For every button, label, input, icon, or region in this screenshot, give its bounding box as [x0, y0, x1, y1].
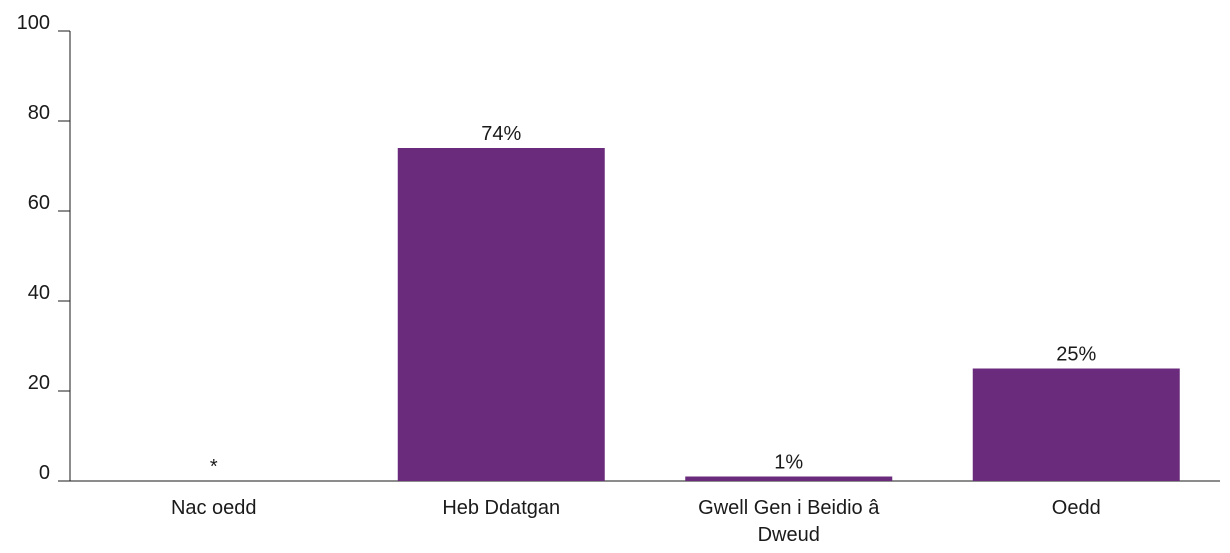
x-tick-label: Heb Ddatgan [442, 497, 561, 519]
x-tick-label: Oedd [1051, 497, 1101, 519]
value-label: * [210, 456, 218, 478]
y-tick-label: 60 [28, 192, 50, 214]
value-label: 25% [1056, 344, 1096, 366]
y-tick-label: 80 [28, 102, 50, 124]
bar [397, 148, 605, 481]
bar [685, 476, 893, 481]
value-label: 74% [481, 123, 521, 145]
x-tick-label: Nac oedd [170, 497, 257, 519]
y-tick-label: 40 [28, 282, 50, 304]
bar [972, 368, 1180, 481]
y-tick-label: 20 [28, 372, 50, 394]
value-label: 1% [774, 452, 803, 474]
x-tick-label: Gwell Gen i Beidio â Dweud [698, 497, 880, 546]
y-tick-label: 100 [17, 12, 50, 34]
y-tick-label: 0 [39, 462, 50, 484]
